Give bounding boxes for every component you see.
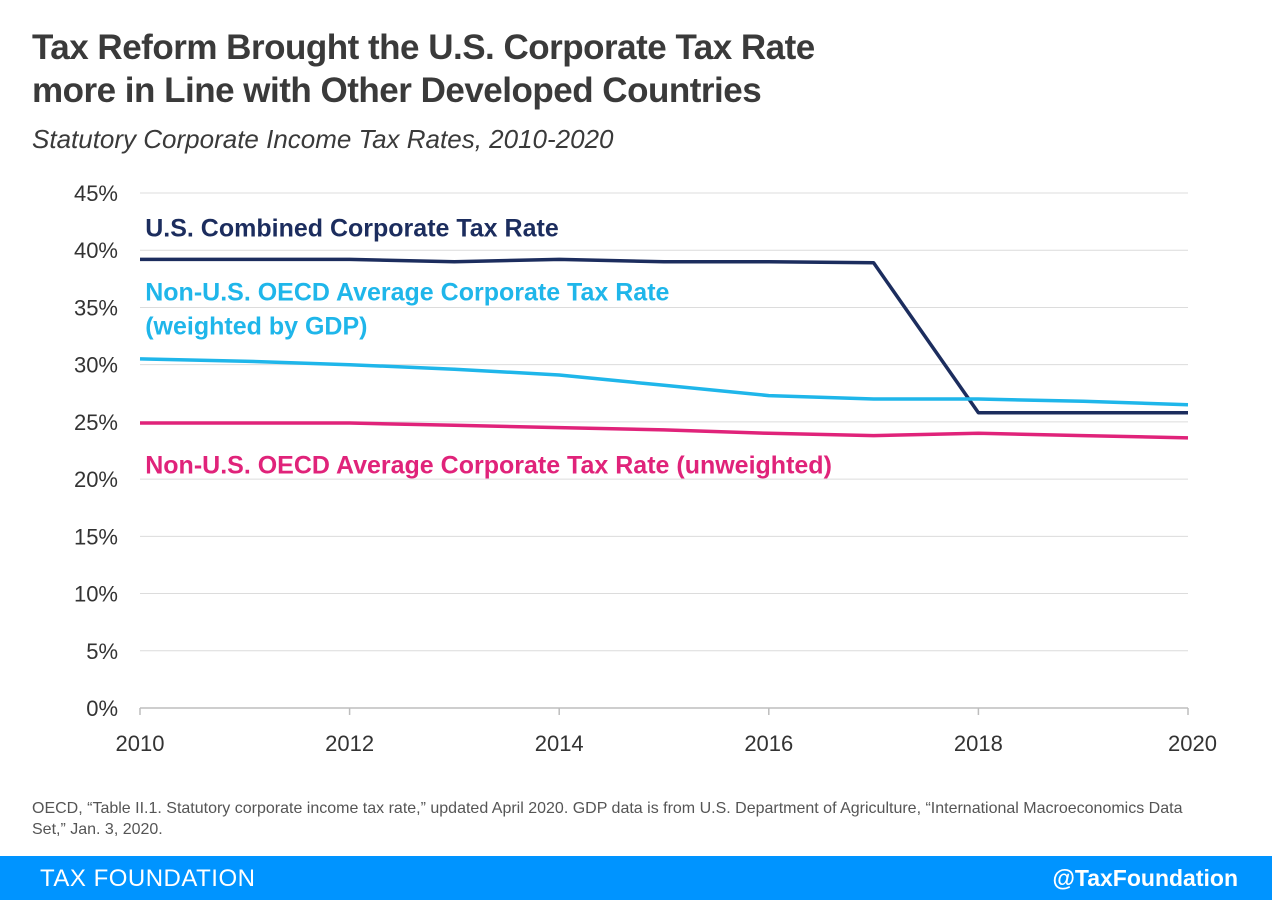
x-tick-label: 2020: [1168, 731, 1217, 756]
series-line-us-combined: [140, 257, 1188, 415]
footer-bar: TAX FOUNDATION @TaxFoundation: [0, 856, 1272, 900]
y-tick-label: 30%: [74, 353, 118, 378]
series-label-oecd-weighted: Non-U.S. OECD Average Corporate Tax Rate: [145, 279, 669, 307]
series-line-oecd-weighted: [139, 357, 1189, 407]
source-note: OECD, “Table II.1. Statutory corporate i…: [32, 800, 1183, 838]
y-tick-label: 45%: [74, 181, 118, 206]
y-tick-label: 40%: [74, 238, 118, 263]
line-chart: 0% 5% 10% 15% 20% 25% 30% 35% 40% 45% 2010 2012 2014…: [74, 181, 1217, 756]
chart-title: Tax Reform Brought the U.S. Corporate Ta…: [32, 26, 1232, 112]
chart-title-line-2: more in Line with Other Developed Countr…: [32, 71, 762, 110]
series-label-oecd-unweighted: Non-U.S. OECD Average Corporate Tax Rate…: [145, 451, 832, 479]
y-tick-label: 5%: [86, 639, 118, 664]
footer-brand: TAX FOUNDATION: [40, 865, 256, 892]
chart-axes: 0% 5% 10% 15% 20% 25% 30% 35% 40% 45% 2010 2012 2014…: [74, 181, 1217, 756]
series-line-oecd-unweighted: [140, 421, 1189, 440]
y-tick-label: 15%: [74, 524, 118, 549]
x-tick-label: 2014: [535, 731, 584, 756]
series-label-us-combined: U.S. Combined Corporate Tax Rate: [145, 214, 559, 242]
footer-handle[interactable]: @TaxFoundation: [1052, 865, 1238, 891]
chart-grid: [140, 192, 1188, 652]
x-tick-label: 2012: [325, 731, 374, 756]
y-tick-label: 25%: [74, 410, 118, 435]
y-tick-label: 0%: [86, 696, 118, 721]
x-tick-label: 2018: [954, 731, 1003, 756]
y-tick-label: 10%: [74, 582, 118, 607]
y-tick-label: 35%: [74, 295, 118, 320]
x-tick-label: 2010: [116, 731, 165, 756]
x-tick-label: 2016: [744, 731, 793, 756]
y-tick-label: 20%: [74, 467, 118, 492]
series-label-oecd-weighted: (weighted by GDP): [145, 313, 367, 341]
chart-title-line-1: Tax Reform Brought the U.S. Corporate Ta…: [32, 28, 815, 67]
chart-subtitle: Statutory Corporate Income Tax Rates, 20…: [32, 124, 614, 154]
chart-series: [139, 257, 1189, 440]
series-labels: U.S. Combined Corporate Tax Rate Non-U.S.…: [145, 214, 832, 479]
